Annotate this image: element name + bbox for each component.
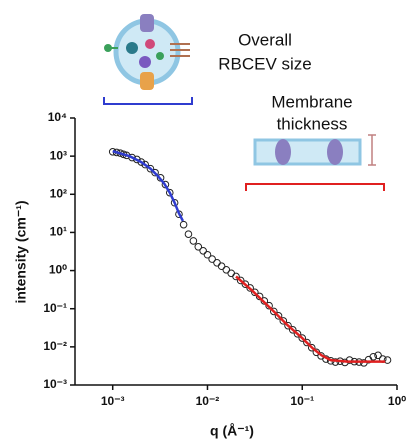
data-point [279, 317, 288, 325]
data-point [151, 168, 159, 177]
data-point [199, 246, 207, 255]
fit-line [112, 150, 185, 222]
data-point [194, 242, 203, 251]
y-tick-label: 10⁴ [48, 110, 67, 124]
data-point [128, 153, 136, 162]
data-point [269, 307, 278, 316]
data-point [137, 158, 146, 166]
y-tick-label: 10⁻¹ [43, 301, 67, 315]
data-point [369, 352, 378, 361]
data-point [374, 351, 382, 360]
x-tick-label: 10⁻² [196, 394, 220, 408]
data-point [255, 292, 264, 301]
y-tick-label: 10⁰ [49, 263, 67, 277]
data-point [293, 329, 302, 338]
data-point [298, 334, 307, 342]
data-point [203, 250, 212, 259]
annotation: Membrane [271, 92, 352, 111]
data-point [222, 265, 231, 274]
y-tick-label: 10² [50, 186, 67, 200]
x-tick-label: 10⁻³ [101, 394, 125, 408]
data-point [179, 220, 188, 229]
data-point [383, 356, 392, 364]
x-axis-label: q (Å⁻¹) [210, 423, 254, 439]
y-tick-label: 10³ [50, 148, 67, 162]
y-tick-label: 10⁻² [43, 339, 67, 353]
data-point [251, 288, 259, 297]
y-tick-label: 10⁻³ [43, 377, 67, 391]
data-point [165, 188, 174, 197]
annotation: Overall [238, 30, 292, 49]
vesicle-illustration [104, 14, 190, 90]
data-point [217, 262, 226, 271]
membrane-illustration [253, 134, 376, 166]
data-point [141, 160, 149, 169]
data-point [246, 284, 254, 292]
bracket [103, 97, 193, 105]
data-point [288, 326, 297, 334]
data-point [303, 338, 311, 347]
fit-line [235, 275, 386, 363]
data-point [307, 343, 316, 352]
x-tick-label: 10⁻¹ [290, 394, 314, 408]
data-point [208, 255, 216, 263]
annotation: thickness [277, 114, 348, 133]
data-point [274, 312, 283, 320]
data-point [232, 272, 240, 281]
annotation: RBCEV size [218, 54, 312, 73]
data-point [236, 276, 245, 285]
x-tick-label: 10⁰ [388, 394, 406, 408]
data-point [241, 280, 250, 288]
data-point [265, 301, 273, 310]
data-point [184, 230, 193, 238]
data-point [189, 237, 198, 245]
data-point [260, 297, 269, 305]
data-point [284, 321, 292, 330]
y-axis-label: intensity (cm⁻¹) [13, 200, 29, 303]
data-point [213, 258, 221, 267]
bracket [245, 183, 385, 191]
data-point [227, 269, 236, 278]
y-tick-label: 10¹ [50, 225, 67, 239]
data-point [345, 356, 354, 364]
data-point [146, 164, 155, 173]
data-point [170, 198, 179, 207]
